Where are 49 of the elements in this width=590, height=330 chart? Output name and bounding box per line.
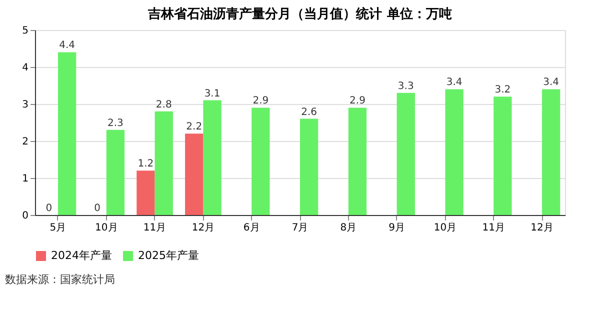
data-label: 2.9 (350, 96, 366, 107)
bar (203, 100, 222, 215)
data-label: 0 (94, 203, 101, 214)
bar (252, 108, 270, 215)
y-tick-label: 0 (22, 210, 28, 222)
x-tick-label: 5月 (50, 222, 66, 234)
bar (396, 92, 415, 215)
x-tick-label: 12月 (530, 222, 554, 234)
source-note: 数据来源：国家统计局 (5, 273, 115, 286)
bar (185, 134, 204, 215)
bar (445, 89, 464, 215)
x-tick-label: 10月 (434, 222, 457, 234)
data-label: 3.4 (446, 77, 462, 88)
x-tick-label: 8月 (340, 222, 357, 234)
chart-title: 吉林省石油沥青产量分月（当月值）统计 单位：万吨 (147, 6, 452, 22)
y-tick-label: 5 (22, 26, 28, 36)
legend-label: 2025年产量 (138, 249, 199, 262)
y-tick-label: 3 (22, 100, 28, 110)
x-tick-label: 9月 (388, 222, 405, 234)
data-label: 3.2 (494, 84, 511, 96)
legend-label: 2024年产量 (51, 249, 112, 262)
x-tick-label: 12月 (192, 222, 215, 234)
x-tick-label: 7月 (292, 222, 308, 234)
data-label: 3.1 (204, 88, 220, 100)
y-tick-label: 2 (22, 136, 28, 148)
bar (58, 52, 76, 215)
data-label: 2.8 (156, 99, 172, 110)
data-label: 3.3 (398, 80, 414, 92)
data-label: 3.4 (543, 77, 560, 88)
bar (542, 89, 560, 215)
bar (494, 96, 512, 215)
data-label: 2.3 (108, 118, 124, 129)
bar (106, 130, 125, 215)
data-label: 4.4 (59, 40, 76, 52)
data-label: 1.2 (138, 158, 154, 170)
bar (136, 170, 155, 215)
y-tick-label: 4 (22, 62, 28, 74)
x-tick-label: 11月 (482, 222, 505, 234)
x-tick-label: 10月 (95, 222, 118, 234)
bar (300, 118, 318, 215)
data-label: 2.2 (186, 122, 202, 133)
data-label: 0 (46, 203, 52, 214)
x-tick-label: 6月 (243, 222, 260, 234)
x-tick-label: 11月 (143, 222, 166, 234)
data-label: 2.6 (301, 106, 318, 118)
bar (348, 108, 367, 215)
y-tick-label: 1 (22, 174, 28, 184)
data-label: 2.9 (252, 96, 269, 107)
bar (154, 111, 173, 215)
